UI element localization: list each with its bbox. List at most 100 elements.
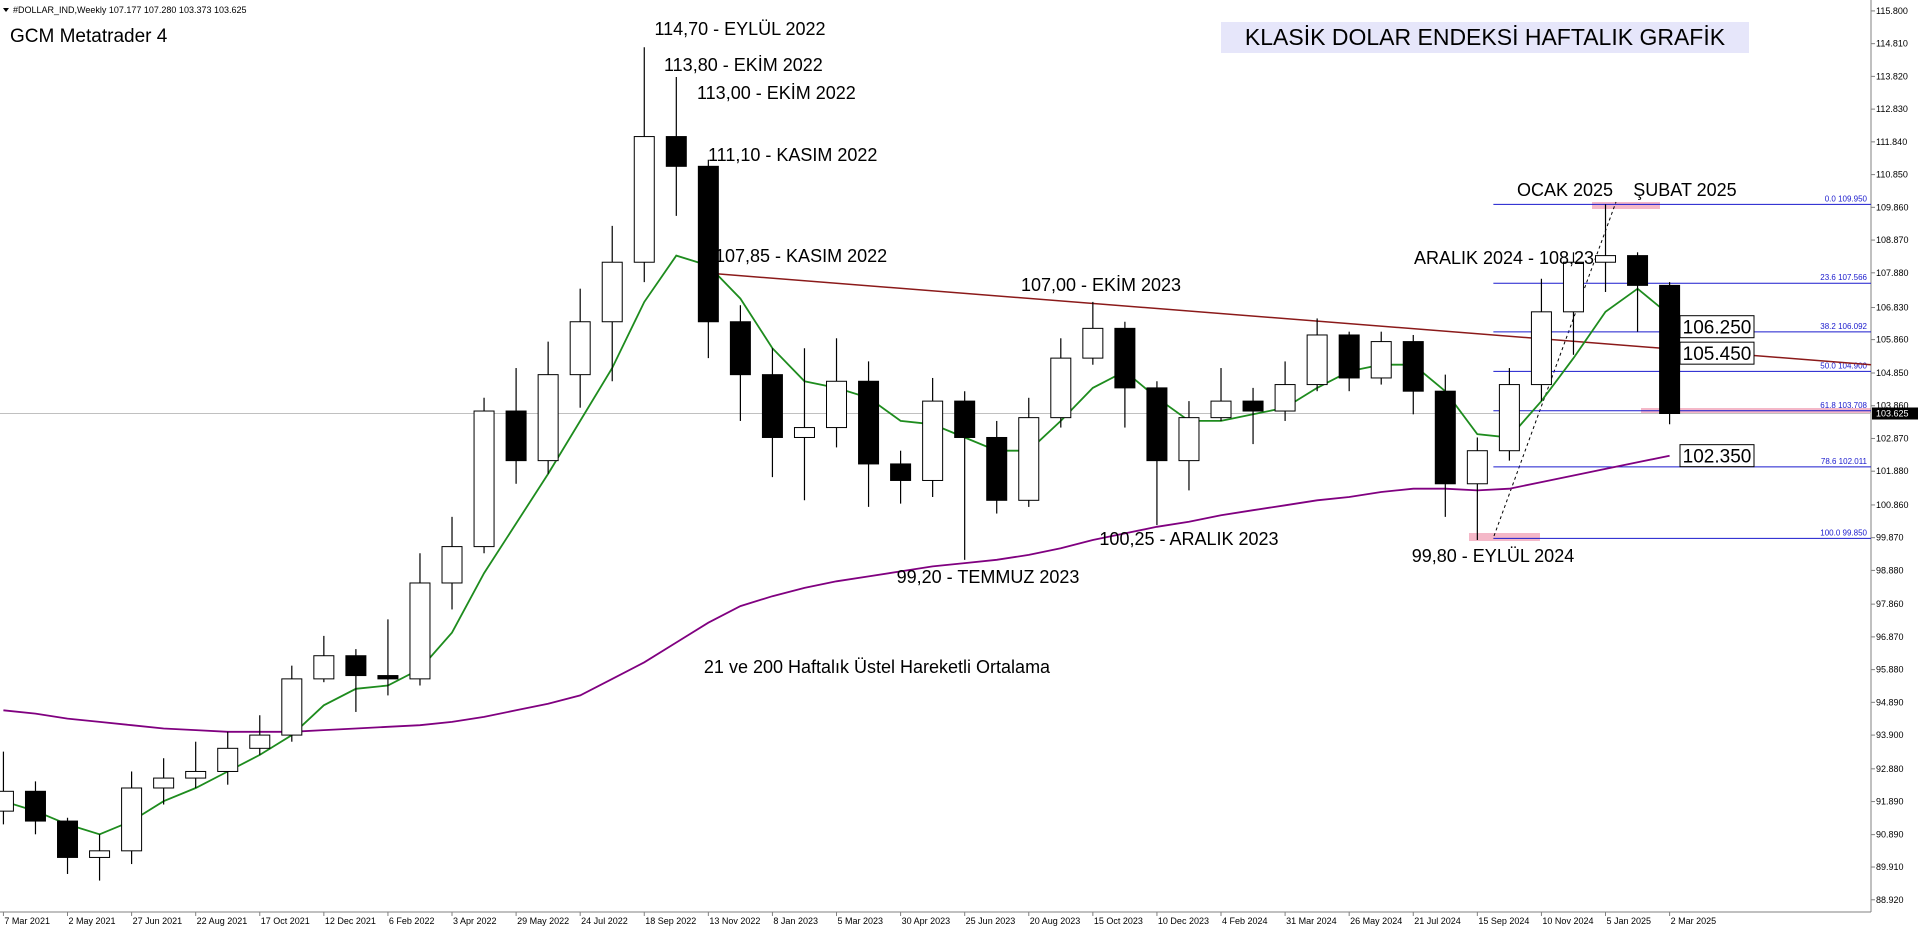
candle-body — [1434, 390, 1456, 485]
candle-body — [601, 261, 623, 323]
x-tick-label: 13 Nov 2022 — [709, 916, 760, 926]
x-tick-label: 25 Jun 2023 — [966, 916, 1016, 926]
price-label-box — [1679, 341, 1755, 365]
y-tick-label: 98.880 — [1876, 565, 1904, 575]
candle-body — [793, 427, 815, 438]
y-tick-label: 110.850 — [1876, 170, 1908, 180]
candle-body — [1242, 400, 1264, 412]
y-tick-label: 109.860 — [1876, 202, 1909, 212]
current-price-label: 103.625 — [1876, 409, 1909, 419]
fib-label: 78.6 102.011 — [1821, 457, 1868, 466]
y-tick-label: 103.860 — [1876, 401, 1909, 411]
candle-body — [345, 655, 367, 677]
menu-arrow[interactable] — [3, 8, 9, 12]
x-tick-label: 30 Apr 2023 — [902, 916, 951, 926]
y-tick-label: 96.870 — [1876, 632, 1904, 642]
fib-label: 38.2 106.092 — [1820, 322, 1867, 331]
candle-body — [1274, 384, 1296, 412]
candle-body — [377, 675, 399, 680]
fib-label: 0.0 109.950 — [1825, 194, 1868, 203]
y-tick-label: 107.880 — [1876, 268, 1909, 278]
candle-body — [1562, 261, 1584, 313]
candle-body — [729, 321, 751, 376]
moving-average-line — [3, 454, 1670, 733]
y-tick-label: 92.880 — [1876, 764, 1904, 774]
y-tick-label: 95.880 — [1876, 665, 1904, 675]
candle-body — [409, 582, 431, 680]
annotation: ARALIK 2024 - 108,23 — [1414, 248, 1594, 268]
fib-label: 100.0 99.850 — [1820, 528, 1867, 537]
x-tick-label: 17 Oct 2021 — [261, 916, 310, 926]
candle-body — [1018, 417, 1040, 501]
candle-body — [249, 734, 271, 749]
candle-body — [1402, 341, 1424, 392]
price-label: 102.350 — [1683, 447, 1752, 468]
candle-body — [281, 678, 303, 736]
candle-body — [57, 820, 79, 858]
candle-body — [537, 374, 559, 462]
x-tick-label: 26 May 2024 — [1350, 916, 1402, 926]
candle-body — [313, 655, 335, 680]
x-tick-label: 10 Nov 2024 — [1542, 916, 1593, 926]
y-tick-label: 111.840 — [1876, 137, 1907, 147]
x-tick-label: 5 Mar 2023 — [838, 916, 884, 926]
y-tick-label: 99.870 — [1876, 533, 1904, 543]
x-tick-label: 15 Oct 2023 — [1094, 916, 1143, 926]
y-tick-label: 113.820 — [1876, 71, 1908, 81]
candle-body — [24, 790, 46, 822]
candle-body — [1530, 311, 1552, 386]
candle-body — [505, 410, 527, 462]
candle-body — [217, 747, 239, 772]
candle-body — [1498, 384, 1520, 452]
candle-body — [633, 136, 655, 263]
annotation: 100,25 - ARALIK 2023 — [1099, 529, 1278, 549]
annotation: 113,00 - EKİM 2022 — [697, 83, 856, 103]
y-tick-label: 101.880 — [1876, 466, 1909, 476]
candle-body — [1146, 387, 1168, 462]
x-tick-label: 2 May 2021 — [69, 916, 116, 926]
price-label: 105.450 — [1683, 344, 1752, 365]
candle-body — [986, 436, 1008, 501]
platform-label: GCM Metatrader 4 — [10, 26, 168, 47]
candle-body — [1114, 327, 1136, 389]
y-tick-label: 106.830 — [1876, 303, 1909, 313]
price-label-box — [1679, 444, 1755, 468]
candle-body — [185, 770, 207, 779]
candle-body — [473, 410, 495, 548]
x-tick-label: 18 Sep 2022 — [645, 916, 696, 926]
candle-body — [153, 777, 175, 789]
annotation: 99,20 - TEMMUZ 2023 — [897, 567, 1080, 587]
y-tick-label: 104.850 — [1876, 368, 1909, 378]
x-tick-label: 29 May 2022 — [517, 916, 569, 926]
y-tick-label: 112.830 — [1876, 104, 1908, 114]
annotation: 99,80 - EYLÜL 2024 — [1412, 546, 1574, 566]
y-tick-label: 89.910 — [1876, 862, 1904, 872]
candle-body — [954, 400, 976, 438]
x-tick-label: 22 Aug 2021 — [197, 916, 248, 926]
candle-body — [1050, 357, 1072, 419]
x-tick-label: 27 Jun 2021 — [133, 916, 183, 926]
annotation: 111,10 - KASIM 2022 — [708, 145, 877, 165]
annotation: ŞUBAT 2025 — [1633, 180, 1736, 200]
y-tick-label: 115.800 — [1876, 6, 1908, 16]
y-tick-label: 94.890 — [1876, 697, 1904, 707]
annotation: OCAK 2025 — [1517, 180, 1613, 200]
candle-body — [858, 380, 880, 465]
chart-title: KLASİK DOLAR ENDEKSİ HAFTALIK GRAFİK — [1245, 24, 1726, 50]
price-label: 106.250 — [1683, 318, 1752, 339]
candle-body — [761, 374, 783, 438]
candle-body — [826, 380, 848, 429]
x-tick-label: 2 Mar 2025 — [1671, 916, 1717, 926]
annotation: 107,00 - EKİM 2023 — [1021, 275, 1181, 295]
x-tick-label: 12 Dec 2021 — [325, 916, 376, 926]
x-tick-label: 15 Sep 2024 — [1478, 916, 1529, 926]
candle-body — [569, 321, 591, 376]
fib-label: 61.8 103.708 — [1820, 401, 1867, 410]
y-tick-label: 100.860 — [1876, 500, 1909, 510]
candle-body — [1659, 284, 1681, 415]
candle-body — [1370, 341, 1392, 379]
candle-body — [1338, 334, 1360, 379]
candle-body — [441, 546, 463, 584]
chart-subtitle: 21 ve 200 Haftalık Üstel Hareketli Ortal… — [704, 657, 1051, 677]
